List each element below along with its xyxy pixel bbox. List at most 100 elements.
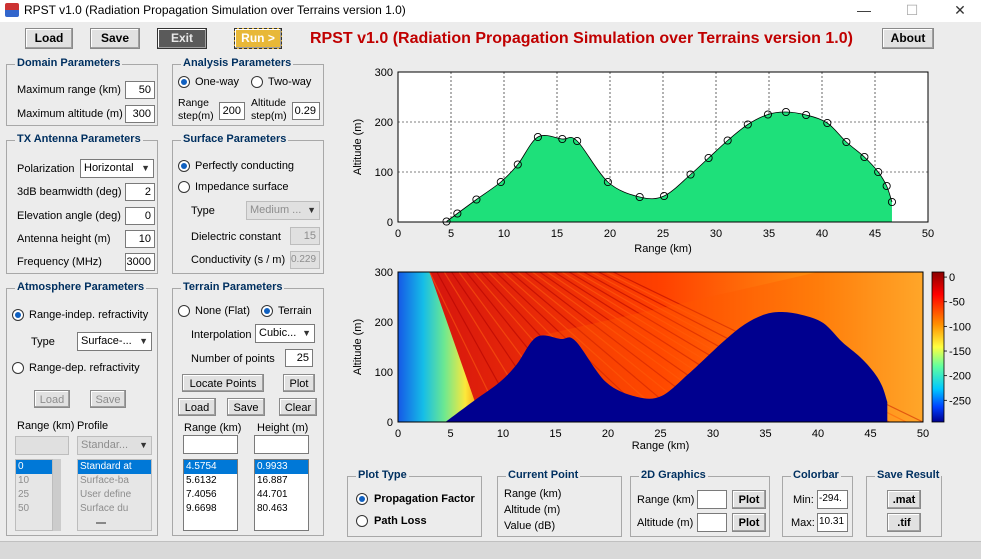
cb-min-input[interactable]: -294.	[817, 490, 848, 509]
elevation-input[interactable]: 0	[125, 207, 155, 225]
y-tick-label: 200	[375, 117, 393, 129]
terrain-point	[472, 195, 481, 204]
impedance-radio[interactable]	[178, 181, 190, 193]
exit-button[interactable]: Exit	[157, 28, 207, 49]
list-item[interactable]: 5.6132	[186, 475, 217, 486]
cb-max-input[interactable]: 10.31	[817, 513, 848, 532]
frequency-input[interactable]: 3000	[125, 253, 155, 271]
x-tick-label: 45	[869, 228, 881, 240]
analysis-panel: Analysis Parameters One-way Two-way Rang…	[172, 57, 324, 126]
profile-list[interactable]: Standard at Surface-ba User define Surfa…	[77, 459, 152, 531]
npoints-input[interactable]: 25	[285, 349, 313, 367]
locate-points-button[interactable]: Locate Points	[182, 374, 264, 392]
list-item[interactable]: User define	[80, 489, 132, 500]
g2d-range-input[interactable]	[697, 490, 727, 509]
pl-radio[interactable]	[356, 515, 368, 527]
chevron-down-icon: ▼	[302, 328, 311, 338]
list-item[interactable]: 7.4056	[186, 489, 217, 500]
flat-radio[interactable]	[178, 305, 190, 317]
atmos-load-button[interactable]: Load	[34, 390, 70, 408]
terrain-clear-button[interactable]: Clear	[279, 398, 317, 416]
g2d-range-plot-button[interactable]: Plot	[732, 490, 766, 509]
save-tif-button[interactable]: .tif	[887, 513, 921, 532]
list-item[interactable]: 10	[18, 475, 30, 486]
x-tick-label: 25	[654, 428, 666, 440]
range-dep-radio[interactable]	[12, 362, 24, 374]
g2d-alt-input[interactable]	[697, 513, 727, 532]
y-tick-label: 100	[375, 167, 393, 179]
terrain-mask	[446, 311, 888, 422]
surface-title: Surface Parameters	[181, 133, 289, 145]
max-alt-input[interactable]: 300	[125, 105, 155, 123]
antenna-height-input[interactable]: 10	[125, 230, 155, 248]
max-range-input[interactable]: 50	[125, 81, 155, 99]
terrain-profile-chart[interactable]: 0 5 10 15 20 25 30 35 40 45 50 0 100 200 300 Range (km)…	[352, 67, 934, 255]
terrain-range-label: Range (km)	[184, 422, 242, 434]
terrain-point	[496, 177, 505, 187]
terrain-height-input[interactable]	[254, 435, 309, 454]
range-indep-radio[interactable]	[12, 309, 24, 321]
list-item[interactable]: 44.701	[257, 489, 288, 500]
list-item[interactable]: 4.5754	[184, 460, 237, 474]
heatmap-body	[398, 272, 923, 422]
list-item[interactable]: Surface du	[80, 503, 129, 514]
maximize-icon[interactable]: ☐	[905, 2, 919, 18]
atmos-range-list[interactable]: 0 10 25 50	[15, 459, 53, 531]
save-mat-button[interactable]: .mat	[887, 490, 921, 509]
atmos-type-select[interactable]: Surface-... ▼	[77, 332, 152, 351]
terrain-load-button[interactable]: Load	[178, 398, 216, 416]
save-result-panel: Save Result .mat .tif	[866, 469, 942, 537]
list-item[interactable]: 16.887	[257, 475, 288, 486]
save-button[interactable]: Save	[90, 28, 140, 49]
terrain-save-button[interactable]: Save	[227, 398, 265, 416]
terrain-point	[823, 118, 832, 128]
list-item[interactable]: 9.6698	[186, 503, 217, 514]
list-item[interactable]: 80.463	[257, 503, 288, 514]
list-item[interactable]: Standard at	[78, 460, 151, 474]
list-item[interactable]: 0.9933	[255, 460, 308, 474]
terrain-range-input[interactable]	[183, 435, 238, 454]
close-icon[interactable]: ✕	[954, 2, 966, 18]
atmosphere-title: Atmosphere Parameters	[15, 281, 147, 293]
terrain-point	[842, 137, 851, 147]
oneway-radio[interactable]	[178, 76, 190, 88]
pf-radio[interactable]	[356, 493, 368, 505]
terrain-point	[763, 110, 772, 119]
terrain-height-list[interactable]: 0.9933 16.887 44.701 80.463	[254, 459, 309, 531]
list-item[interactable]: Surface-ba	[80, 475, 129, 486]
graphics2d-title: 2D Graphics	[639, 469, 708, 481]
conductivity-input[interactable]: 0.229	[290, 251, 320, 269]
list-item[interactable]: 0	[16, 460, 52, 474]
terrain-range-list[interactable]: 4.5754 5.6132 7.4056 9.6698	[183, 459, 238, 531]
terrain-plot-button[interactable]: Plot	[283, 374, 315, 392]
surface-type-select[interactable]: Medium ... ▼	[246, 201, 320, 220]
minimize-icon[interactable]: —	[857, 2, 871, 18]
atmos-range-input[interactable]	[15, 436, 69, 455]
perfect-radio[interactable]	[178, 160, 190, 172]
list-item[interactable]: 50	[18, 503, 30, 514]
flat-label: None (Flat)	[195, 305, 251, 317]
atmos-type-label: Type	[31, 336, 55, 348]
cb-max-label: Max:	[791, 517, 815, 529]
cb-min-label: Min:	[793, 494, 814, 506]
g2d-alt-plot-button[interactable]: Plot	[732, 513, 766, 532]
atmos-save-button[interactable]: Save	[90, 390, 126, 408]
load-button[interactable]: Load	[25, 28, 73, 49]
about-button[interactable]: About	[882, 28, 934, 49]
twoway-radio[interactable]	[251, 76, 263, 88]
terrain-radio[interactable]	[261, 305, 273, 317]
range-step-input[interactable]: 200	[219, 102, 245, 120]
propagation-heatmap[interactable]: 0 5 10 15 20 25 30 35 40 45 50 0 100 200 300 Range (km)…	[352, 267, 929, 452]
near-field-region	[398, 272, 482, 422]
polarization-select[interactable]: Horizontal ▼	[80, 159, 154, 178]
profile-select[interactable]: Standar... ▼	[77, 436, 152, 455]
alt-step-input[interactable]: 0.29	[292, 102, 320, 120]
scrollbar[interactable]	[53, 459, 61, 531]
x-tick-label: 15	[549, 428, 561, 440]
dielectric-input[interactable]: 15	[290, 227, 320, 245]
list-item[interactable]: 25	[18, 489, 30, 500]
beamwidth-input[interactable]: 2	[125, 183, 155, 201]
tx-panel: TX Antenna Parameters Polarization Horiz…	[6, 133, 158, 274]
run-button[interactable]: Run >	[234, 28, 282, 49]
interp-select[interactable]: Cubic... ▼	[255, 324, 315, 343]
